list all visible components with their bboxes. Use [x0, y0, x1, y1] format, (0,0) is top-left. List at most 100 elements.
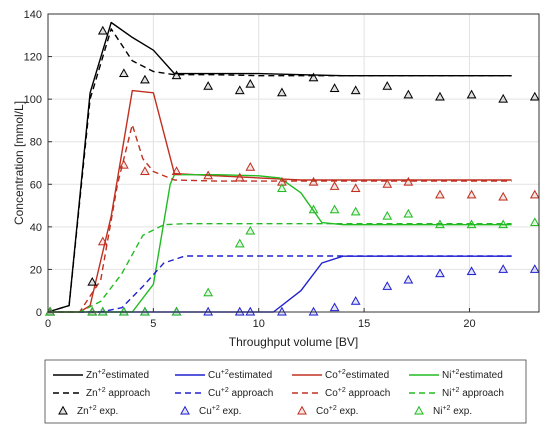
co-exp-marker-10: [308, 176, 319, 186]
co-exp-marker-13: [382, 179, 393, 188]
cu-exp-marker-halo-14: [403, 274, 414, 284]
co-exp-marker-7: [234, 172, 245, 182]
zn-exp-marker-halo-9: [276, 87, 288, 97]
ni-exp-marker-17: [498, 219, 509, 229]
zn-exp-marker-5: [171, 70, 182, 80]
ni-exp-marker-3: [119, 306, 129, 316]
co-exp-marker-halo-10: [308, 176, 319, 187]
zn-exp-marker-halo-3: [118, 68, 130, 78]
co-exp-marker-halo-2: [97, 236, 109, 246]
cu-approach-line: [48, 255, 512, 313]
co-exp-marker-halo-12: [350, 183, 361, 193]
ni-exp-marker-9: [277, 183, 287, 192]
zn-exp-marker-halo-18: [529, 91, 541, 101]
ni-exp-marker-13: [382, 210, 393, 220]
zn-exp-marker-12: [350, 85, 361, 95]
cu-exp-marker-halo-10: [308, 306, 319, 316]
ni-exp-marker-halo-16: [466, 219, 477, 229]
cu-exp-marker-7: [234, 306, 245, 316]
zn-exp-marker-8: [245, 79, 256, 88]
cu-exp-marker-halo-6: [202, 306, 214, 316]
co-exp-marker-halo-18: [529, 189, 541, 199]
cu-exp-marker-halo-7: [234, 306, 245, 316]
legend-co-exp-marker: [297, 405, 307, 415]
y-tick-label-1: 20: [30, 264, 42, 276]
ni-exp-marker-12: [350, 206, 361, 216]
plot-frame: [47, 13, 540, 313]
legend-cu-estimated-label: Cu+2estimated: [208, 369, 272, 381]
x-tick-label-3: 15: [358, 318, 370, 330]
x-axis-title: Throughput volume [BV]: [229, 335, 358, 349]
ni-estimated-line: [48, 173, 512, 313]
cu-exp-marker-halo-15: [434, 268, 446, 278]
cu-exp-marker-halo-17: [497, 263, 509, 274]
ni-exp-marker-halo-2: [97, 306, 109, 316]
zn-exp-marker-7: [234, 85, 245, 95]
cu-exp-marker-16: [466, 266, 477, 275]
zn-exp-marker-16: [466, 89, 477, 99]
ni-exp-marker-halo-1: [87, 306, 98, 316]
legend-co-exp-marker-halo: [296, 405, 308, 415]
zn-exp-marker-halo-7: [234, 85, 245, 95]
cu-exp-marker-12: [350, 296, 361, 305]
zn-exp-marker-halo-2: [97, 25, 109, 35]
co-exp-markers: [44, 159, 541, 316]
y-tick-label-6: 120: [24, 52, 42, 64]
cu-exp-marker-14: [403, 274, 414, 284]
legend-ni-estimated-label: Ni+2estimated: [442, 369, 503, 381]
ni-exp-marker-halo-7: [234, 238, 245, 248]
zn-exp-marker-2: [97, 25, 108, 35]
ni-exp-marker-halo-4: [139, 306, 151, 316]
co-exp-marker-17: [498, 191, 509, 201]
co-exp-marker-halo-13: [382, 178, 393, 189]
co-exp-marker-halo-3: [118, 159, 130, 169]
zn-exp-marker-halo-15: [434, 91, 446, 101]
cu-exp-marker-18: [529, 264, 540, 273]
co-exp-marker-halo-7: [234, 172, 245, 182]
co-exp-marker-halo-1: [87, 306, 98, 316]
co-exp-marker-halo-15: [434, 189, 446, 199]
ni-exp-marker-7: [234, 238, 245, 248]
legend-ni-exp-marker-halo: [413, 405, 425, 415]
co-exp-marker-2: [97, 236, 108, 246]
legend: Zn+2estimated Cu+2estimated Co+2estimated N…: [44, 359, 527, 424]
co-exp-marker-12: [350, 183, 361, 192]
co-exp-marker-14: [403, 176, 414, 186]
ni-exp-marker-16: [466, 219, 477, 229]
x-tick-label-0: 0: [45, 318, 51, 330]
ni-exp-marker-halo-15: [434, 219, 446, 229]
zn-exp-marker-6: [203, 81, 213, 90]
co-exp-marker-halo-5: [171, 166, 182, 176]
cu-exp-marker-17: [498, 264, 509, 273]
cu-exp-marker-15: [435, 268, 445, 278]
co-exp-marker-11: [329, 181, 340, 190]
grid: [47, 13, 539, 313]
ni-exp-marker-5: [171, 306, 182, 316]
x-tick-label-1: 5: [150, 318, 156, 330]
co-exp-marker-15: [435, 189, 445, 199]
legend-cu-exp-marker-halo: [179, 405, 191, 415]
zn-exp-marker-13: [382, 81, 393, 90]
y-tick-label-0: 0: [36, 307, 42, 319]
ni-exp-marker-halo-0: [44, 306, 56, 316]
co-exp-marker-halo-4: [139, 166, 151, 176]
legend-co-estimated-label: Co+2estimated: [325, 369, 389, 381]
zn-exp-marker-halo-10: [308, 72, 319, 82]
ni-exp-marker-halo-17: [497, 219, 509, 229]
zn-exp-marker-17: [498, 93, 509, 103]
legend-zn-estimated-label: Zn+2estimated: [86, 369, 149, 381]
co-exp-marker-halo-16: [466, 189, 477, 199]
co-exp-marker-halo-8: [245, 161, 256, 172]
zn-exp-marker-halo-0: [44, 306, 56, 316]
zn-exp-marker-halo-14: [403, 89, 414, 99]
zn-exp-marker-halo-4: [139, 74, 151, 84]
ni-exp-markers: [44, 183, 541, 316]
y-tick-label-4: 80: [30, 137, 42, 149]
co-exp-marker-4: [140, 166, 150, 175]
cu-exp-marker-halo-16: [466, 266, 477, 276]
ni-exp-marker-1: [87, 306, 98, 316]
co-exp-marker-halo-6: [202, 170, 214, 180]
y-tick-label-7: 140: [24, 9, 42, 21]
